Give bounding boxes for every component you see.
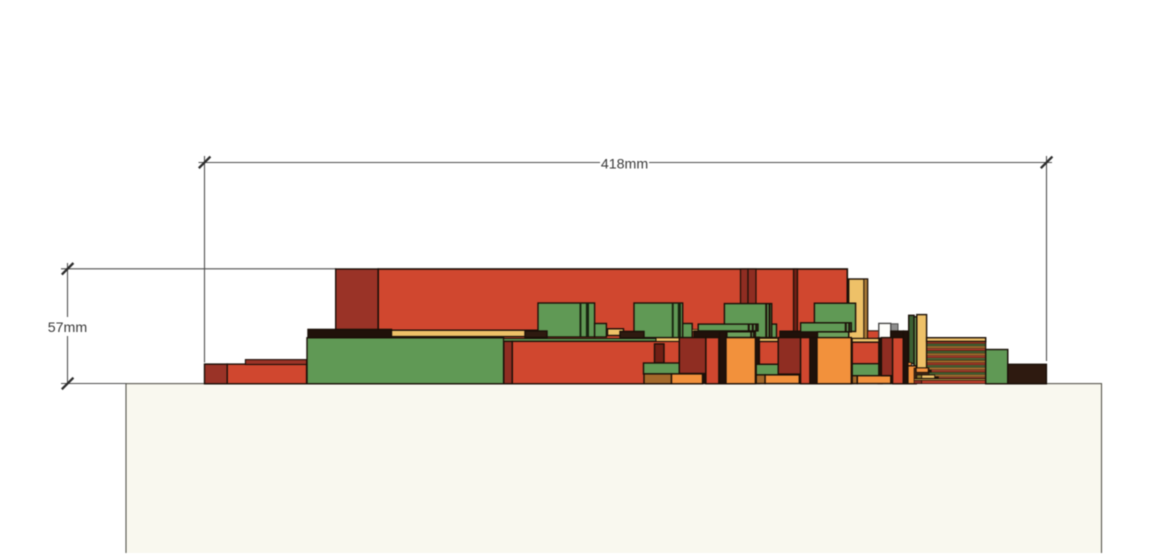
svg-text:418mm: 418mm [601, 156, 648, 172]
svg-text:57mm: 57mm [48, 320, 87, 336]
